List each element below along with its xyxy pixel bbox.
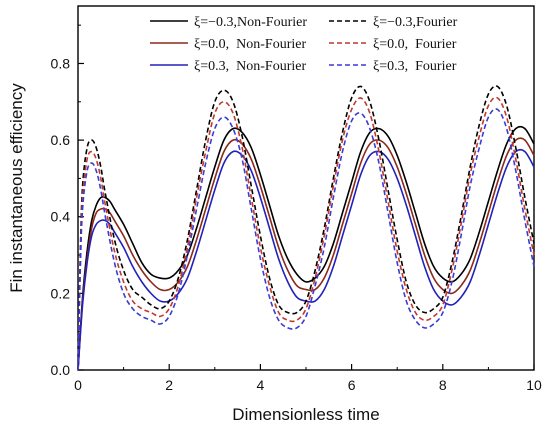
series-line-5 (77, 108, 535, 371)
x-tick-label: 6 (348, 377, 356, 393)
x-axis-title: Dimensionless time (232, 405, 379, 424)
series-line-3 (77, 85, 535, 371)
y-axis-title: Fin instantaneous efficiency (7, 83, 26, 293)
axis-ticks: 0 2 4 6 8 10 0.0 0.2 0.4 0.6 0.8 (51, 24, 542, 393)
series-line-2 (77, 148, 535, 371)
x-tick-label: 8 (439, 377, 447, 393)
legend-box (146, 9, 506, 77)
series-line-1 (77, 137, 535, 371)
legend-label: ξ=−0.3,Fourier (373, 15, 458, 30)
legend: ξ=−0.3,Non-Fourier ξ=−0.3,Fourier ξ=0.0, N… (146, 9, 506, 77)
x-tick-label: 4 (257, 377, 265, 393)
series-line-4 (77, 96, 535, 371)
legend-label: ξ=−0.3,Non-Fourier (194, 15, 307, 30)
y-tick-label: 0.4 (51, 209, 71, 225)
y-tick-label: 0.8 (51, 55, 71, 71)
legend-label: ξ=0.0, Fourier (373, 37, 457, 52)
y-tick-label: 0.2 (51, 285, 71, 301)
legend-label: ξ=0.0, Non-Fourier (194, 37, 306, 52)
x-tick-label: 10 (526, 377, 542, 393)
legend-label: ξ=0.3, Fourier (373, 59, 457, 74)
x-tick-label: 2 (165, 377, 173, 393)
series-layer (77, 85, 535, 371)
y-tick-label: 0.6 (51, 132, 71, 148)
legend-label: ξ=0.3, Non-Fourier (194, 59, 306, 74)
y-tick-label: 0.0 (51, 362, 71, 378)
x-tick-label: 0 (74, 377, 82, 393)
